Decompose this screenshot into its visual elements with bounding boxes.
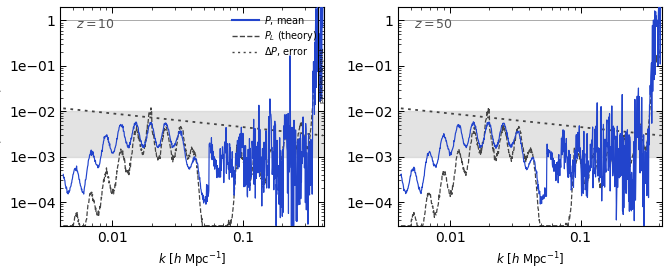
Legend: $P$, mean, $P_L$ (theory), $\Delta P$, error: $P$, mean, $P_L$ (theory), $\Delta P$, e… [230, 12, 319, 60]
Text: $z = 50$: $z = 50$ [414, 18, 453, 31]
X-axis label: $k$ [$h$ Mpc$^{-1}$]: $k$ [$h$ Mpc$^{-1}$] [158, 250, 226, 270]
Text: particles/ Nyquist: particles/ Nyquist [319, 48, 325, 103]
Bar [60, 111, 325, 157]
Y-axis label: $|P\,/\,P_{NL} - 1|$: $|P\,/\,P_{NL} - 1|$ [0, 88, 3, 144]
Text: $z = 10$: $z = 10$ [77, 18, 116, 31]
Bar [398, 111, 662, 157]
X-axis label: $k$ [$h$ Mpc$^{-1}$]: $k$ [$h$ Mpc$^{-1}$] [496, 250, 564, 270]
